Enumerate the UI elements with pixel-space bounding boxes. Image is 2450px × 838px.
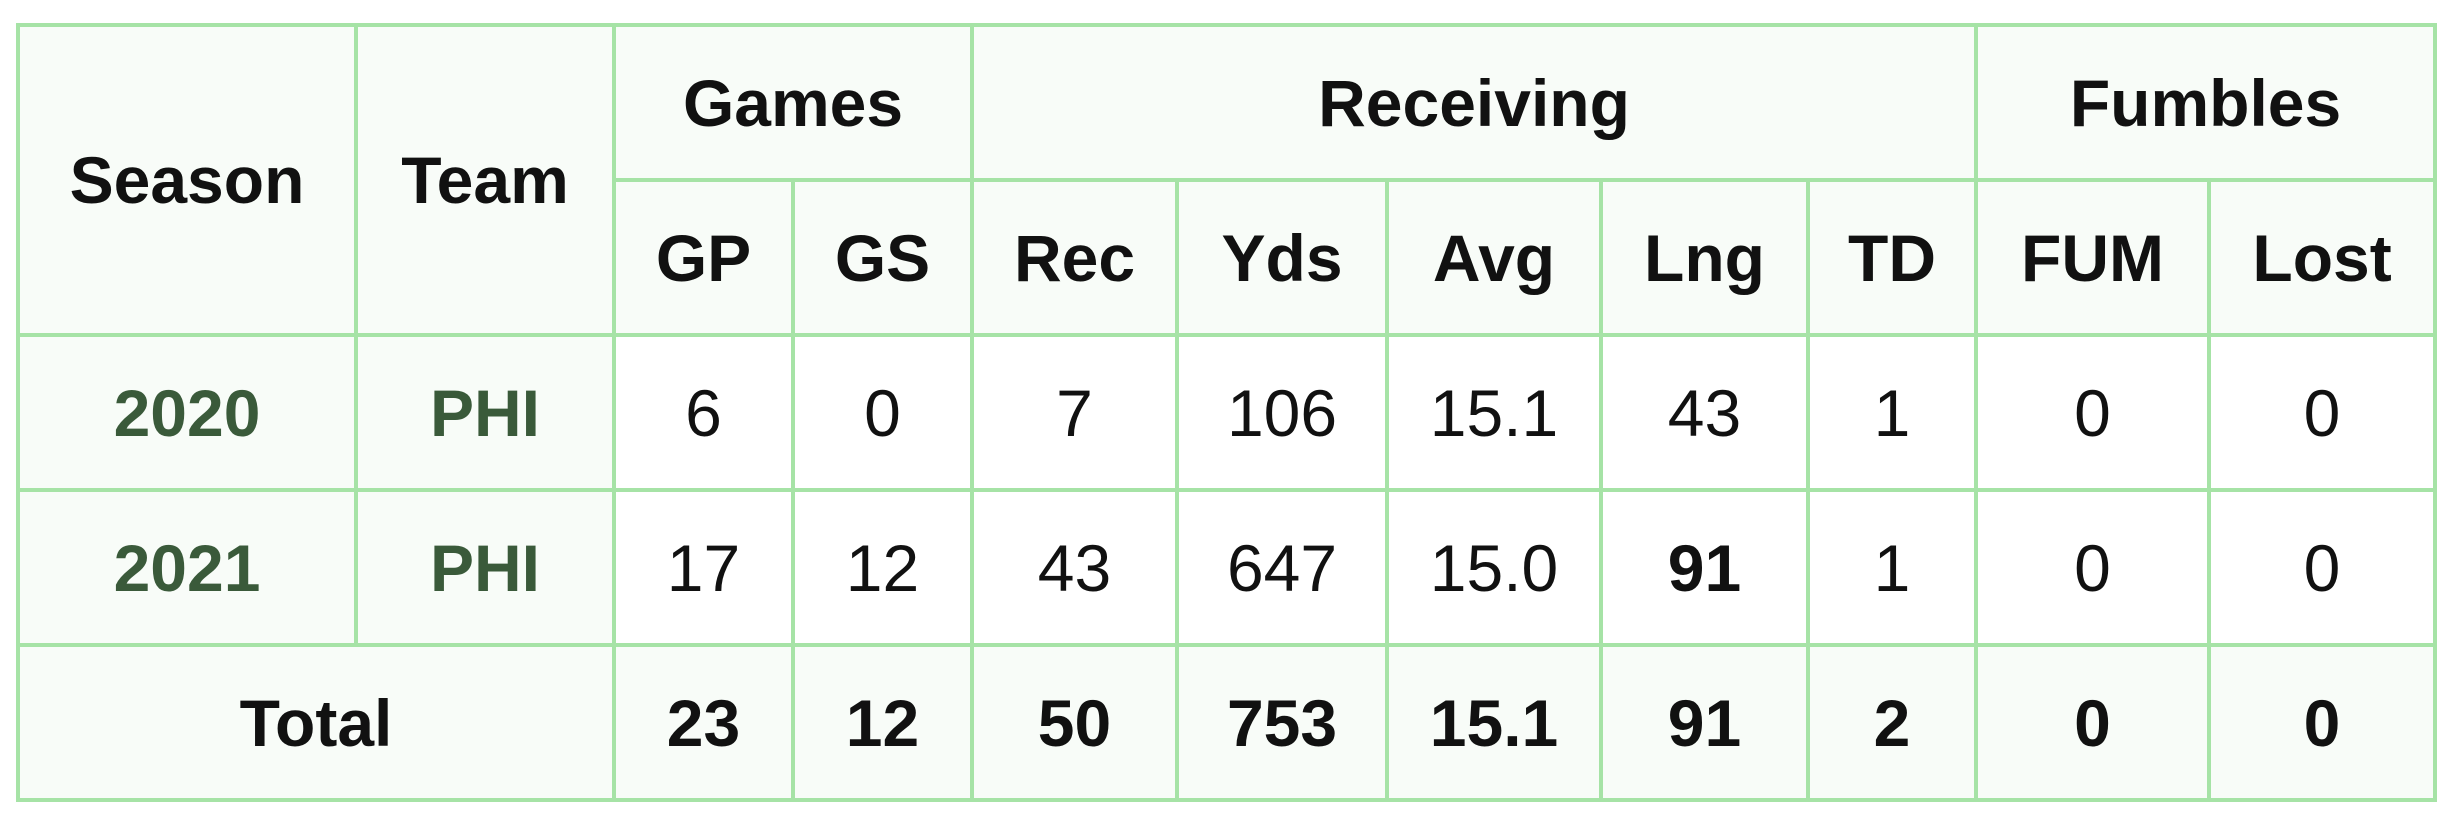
stat-cell: 12 (790, 488, 975, 647)
header-column: Lng (1599, 178, 1811, 337)
team: PHI (354, 488, 616, 647)
stat-cell: 1 (1806, 488, 1979, 647)
header-group: Fumbles (1974, 23, 2438, 182)
header-column: GS (790, 178, 975, 337)
table-body: Season Team Games Receiving Fumbles GP GS Rec Yd… (16, 23, 2438, 802)
season-row: 2021 PHI 17 12 43 647 15.0 91 1 0 0 (16, 488, 2438, 647)
total-cell: 2 (1806, 643, 1979, 802)
stats-table: Season Team Games Receiving Fumbles GP GS Rec Yd… (16, 23, 2438, 802)
header-season: Season (16, 23, 358, 337)
header-group: Games (611, 23, 975, 182)
header-row: Season Team Games Receiving Fumbles (16, 23, 2438, 337)
header-column: GP (612, 178, 795, 337)
total-cell: 0 (2207, 643, 2438, 802)
header-team: Team (354, 23, 616, 337)
stat-cell: 0 (2207, 333, 2438, 492)
header-column: Lost (2207, 178, 2438, 337)
total-cell: 91 (1599, 643, 1811, 802)
team: PHI (354, 333, 616, 492)
stat-cell: 6 (612, 333, 795, 492)
stat-cell: 7 (970, 333, 1180, 492)
season: 2021 (16, 488, 358, 647)
header-column: Rec (970, 178, 1180, 337)
total-cell: 50 (970, 643, 1180, 802)
stat-cell: 0 (1974, 488, 2212, 647)
stat-cell: 91 (1599, 488, 1811, 647)
stat-cell: 17 (612, 488, 795, 647)
stat-cell: 15.0 (1385, 488, 1604, 647)
stat-cell: 0 (2207, 488, 2438, 647)
subheader-row: GP GS Rec Yds Avg Lng TD FUM Lost (18, 178, 2438, 337)
total-row: Total 23 12 50 753 15.1 91 2 0 0 (16, 643, 2438, 802)
header-column: Yds (1175, 178, 1390, 337)
season: 2020 (16, 333, 358, 492)
total-cell: 15.1 (1385, 643, 1604, 802)
total-cell: 12 (790, 643, 975, 802)
header-column: Avg (1385, 178, 1604, 337)
stat-cell: 0 (1974, 333, 2212, 492)
header-column: FUM (1974, 178, 2212, 337)
stat-cell: 647 (1175, 488, 1390, 647)
header-group: Receiving (970, 23, 1979, 182)
stat-cell: 43 (1599, 333, 1811, 492)
stat-cell: 0 (790, 333, 975, 492)
stat-cell: 106 (1175, 333, 1390, 492)
header-column: TD (1806, 178, 1979, 337)
total-cell: 753 (1175, 643, 1390, 802)
season-row: 2020 PHI 6 0 7 106 15.1 43 1 0 0 (16, 333, 2438, 492)
stat-cell: 1 (1806, 333, 1979, 492)
total-cell: 23 (612, 643, 795, 802)
total-cell: 0 (1974, 643, 2212, 802)
total-label: Total (16, 643, 616, 802)
stat-cell: 15.1 (1385, 333, 1604, 492)
stat-cell: 43 (970, 488, 1180, 647)
